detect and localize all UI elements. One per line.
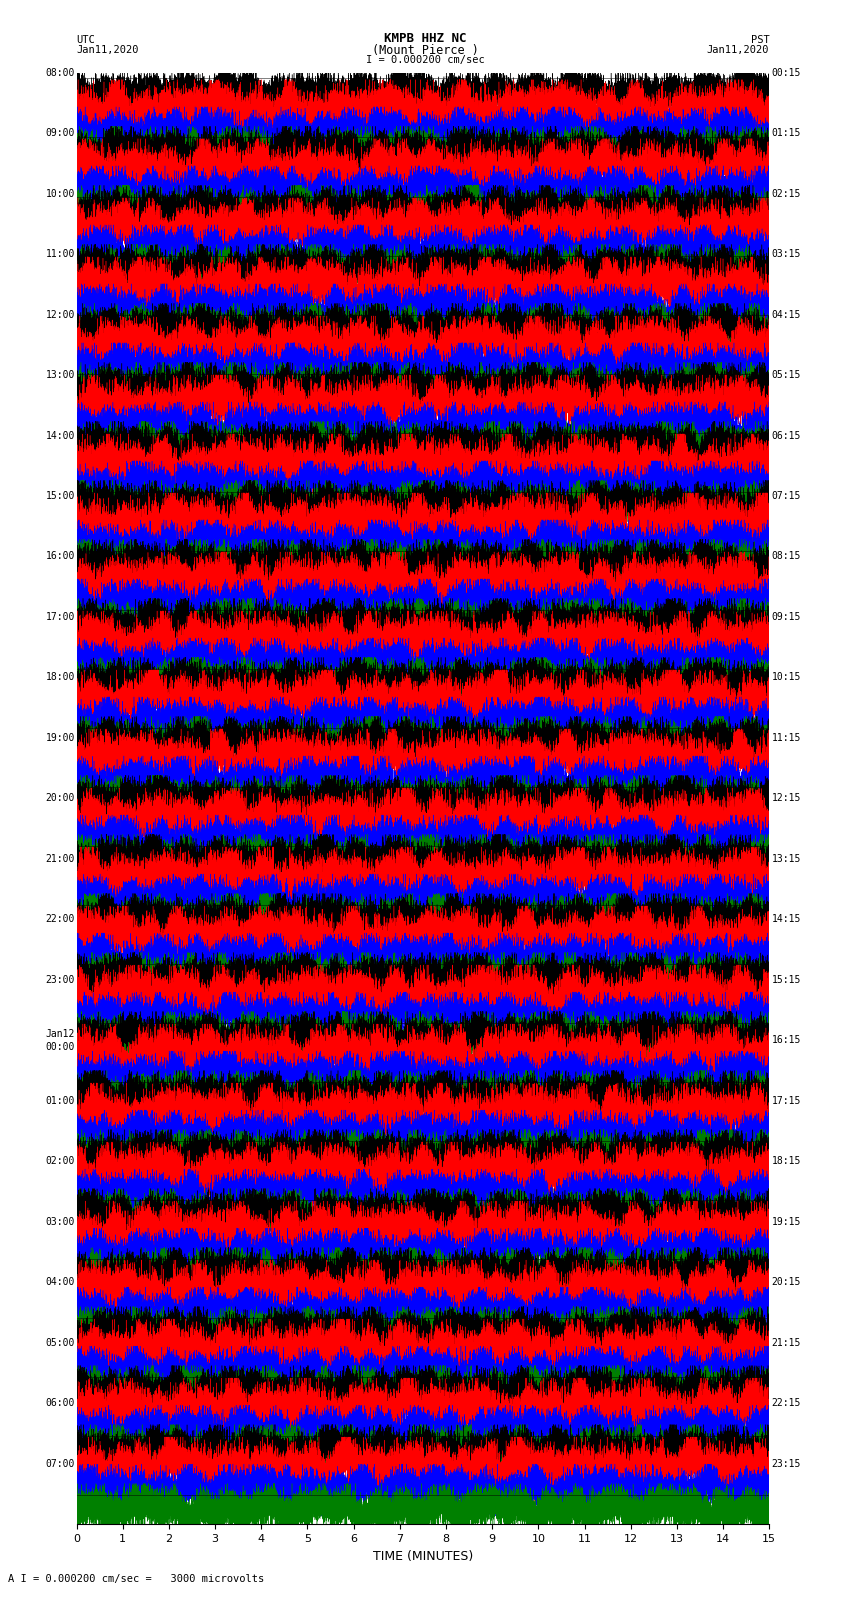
Text: 09:00: 09:00 [45, 127, 75, 139]
Text: 12:00: 12:00 [45, 310, 75, 319]
Text: 03:15: 03:15 [772, 248, 802, 260]
Text: 22:15: 22:15 [772, 1398, 802, 1408]
Text: Jan11,2020: Jan11,2020 [706, 45, 769, 55]
Text: 10:00: 10:00 [45, 189, 75, 198]
Text: Jan12: Jan12 [45, 1029, 75, 1039]
Text: A I = 0.000200 cm/sec =   3000 microvolts: A I = 0.000200 cm/sec = 3000 microvolts [8, 1574, 264, 1584]
Text: UTC: UTC [76, 35, 95, 45]
X-axis label: TIME (MINUTES): TIME (MINUTES) [373, 1550, 473, 1563]
Text: 16:00: 16:00 [45, 552, 75, 561]
Text: I = 0.000200 cm/sec: I = 0.000200 cm/sec [366, 55, 484, 65]
Text: 02:15: 02:15 [772, 189, 802, 198]
Text: 19:15: 19:15 [772, 1216, 802, 1227]
Text: KMPB HHZ NC: KMPB HHZ NC [383, 32, 467, 45]
Text: 00:15: 00:15 [772, 68, 802, 77]
Text: 10:15: 10:15 [772, 673, 802, 682]
Text: 11:00: 11:00 [45, 248, 75, 260]
Text: 09:15: 09:15 [772, 611, 802, 623]
Text: 22:00: 22:00 [45, 915, 75, 924]
Text: Jan11,2020: Jan11,2020 [76, 45, 139, 55]
Text: 08:00: 08:00 [45, 68, 75, 77]
Text: 19:00: 19:00 [45, 732, 75, 744]
Text: 18:00: 18:00 [45, 673, 75, 682]
Text: 23:15: 23:15 [772, 1458, 802, 1469]
Text: 15:15: 15:15 [772, 974, 802, 986]
Text: 21:15: 21:15 [772, 1337, 802, 1348]
Text: 00:00: 00:00 [45, 1042, 75, 1052]
Text: 12:15: 12:15 [772, 794, 802, 803]
Text: 04:00: 04:00 [45, 1277, 75, 1287]
Text: 13:15: 13:15 [772, 853, 802, 865]
Text: 03:00: 03:00 [45, 1216, 75, 1227]
Text: 08:15: 08:15 [772, 552, 802, 561]
Text: 16:15: 16:15 [772, 1036, 802, 1045]
Text: 20:15: 20:15 [772, 1277, 802, 1287]
Text: 20:00: 20:00 [45, 794, 75, 803]
Text: 23:00: 23:00 [45, 974, 75, 986]
Text: 07:15: 07:15 [772, 490, 802, 502]
Text: 06:00: 06:00 [45, 1398, 75, 1408]
Text: 15:00: 15:00 [45, 490, 75, 502]
Text: PST: PST [751, 35, 769, 45]
Text: 04:15: 04:15 [772, 310, 802, 319]
Text: 07:00: 07:00 [45, 1458, 75, 1469]
Text: 14:15: 14:15 [772, 915, 802, 924]
Text: 06:15: 06:15 [772, 431, 802, 440]
Text: 02:00: 02:00 [45, 1157, 75, 1166]
Text: 05:15: 05:15 [772, 369, 802, 381]
Text: 11:15: 11:15 [772, 732, 802, 744]
Text: 18:15: 18:15 [772, 1157, 802, 1166]
Text: 05:00: 05:00 [45, 1337, 75, 1348]
Text: 17:00: 17:00 [45, 611, 75, 623]
Text: 13:00: 13:00 [45, 369, 75, 381]
Text: 14:00: 14:00 [45, 431, 75, 440]
Text: 01:15: 01:15 [772, 127, 802, 139]
Text: (Mount Pierce ): (Mount Pierce ) [371, 44, 479, 56]
Text: 01:00: 01:00 [45, 1095, 75, 1107]
Text: 21:00: 21:00 [45, 853, 75, 865]
Text: 17:15: 17:15 [772, 1095, 802, 1107]
